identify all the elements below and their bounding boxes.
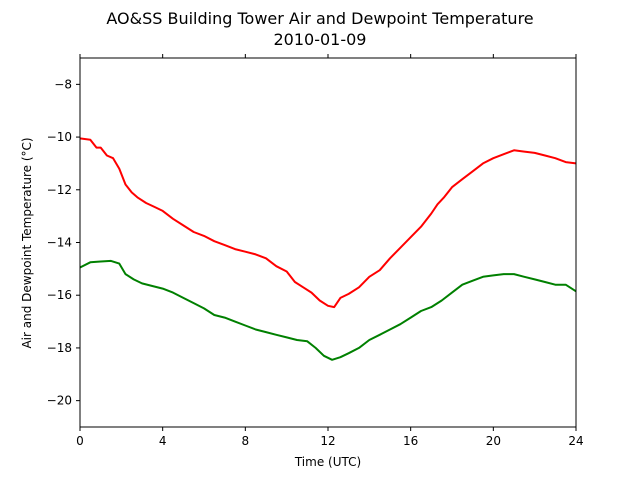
x-tick-label: 20 (486, 434, 501, 448)
x-axis-label: Time (UTC) (294, 455, 361, 469)
x-tick-label: 24 (568, 434, 583, 448)
series-layer (79, 137, 577, 361)
x-tick-label: 16 (403, 434, 418, 448)
plot-frame (79, 57, 577, 428)
y-tick-label: −12 (47, 183, 72, 197)
y-axis-label: Air and Dewpoint Temperature (°C) (20, 137, 34, 348)
y-tick-label: −20 (47, 394, 72, 408)
y-tick-label: −14 (47, 236, 72, 250)
series-line-1 (79, 259, 577, 361)
ticks-layer: 0 4 8 12 16 20 24 −20 −18 −16 −14 −12 −10 −8 (47, 54, 584, 448)
series-line-0 (79, 137, 577, 309)
x-tick-label: 4 (159, 434, 167, 448)
chart-subtitle: 2010-01-09 (274, 30, 367, 49)
x-tick-label: 12 (320, 434, 335, 448)
y-tick-label: −8 (54, 77, 72, 91)
x-tick-label: 8 (242, 434, 250, 448)
chart-title: AO&SS Building Tower Air and Dewpoint Te… (106, 9, 533, 28)
y-tick-label: −10 (47, 130, 72, 144)
y-tick-label: −18 (47, 341, 72, 355)
x-tick-label: 0 (76, 434, 84, 448)
y-tick-label: −16 (47, 288, 72, 302)
